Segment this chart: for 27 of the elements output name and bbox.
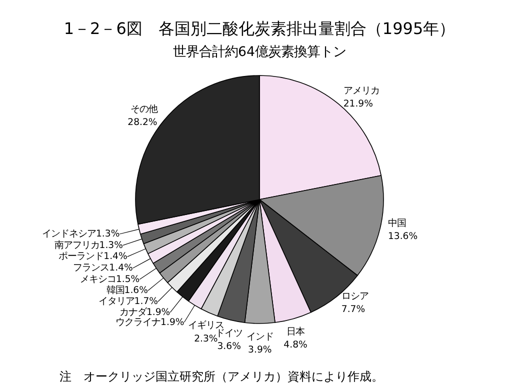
slice-label: メキシコ1.5% — [80, 274, 140, 285]
data-label: 2.3% — [194, 333, 218, 344]
slice-label: ウクライナ1.9% — [116, 316, 184, 328]
slice-label: 南アフリカ1.3% — [54, 240, 124, 251]
slice-label: フランス1.4% — [73, 262, 134, 274]
slice-label: インド — [246, 332, 274, 342]
slice-label: 中国 — [388, 218, 406, 229]
data-label: 3.9% — [248, 344, 272, 356]
slice-label: ポーランド1.4% — [58, 251, 128, 262]
data-label: 7.7% — [341, 304, 366, 316]
slice-label: 韓国1.6% — [106, 285, 148, 296]
slice-label: ロシア — [341, 290, 368, 302]
chart-title: 1－2－6図 各国別二酸化炭素排出量割合（1995年） — [64, 19, 456, 38]
slice-label: アメリカ — [343, 85, 380, 96]
slice-label: 日本 — [286, 326, 305, 338]
slice-label: その他 — [130, 104, 158, 115]
slice-label: イタリア1.7% — [98, 296, 158, 308]
text: 注 オークリッジ国立研究所（アメリカ）資料により作成。 — [60, 370, 384, 384]
data-label: 21.9% — [343, 98, 374, 110]
slice-label: カナダ1.9% — [119, 306, 170, 318]
data-label: 13.6% — [388, 231, 418, 242]
data-label: 4.8% — [284, 340, 308, 351]
slice-label: ドイツ — [216, 328, 243, 339]
data-label: 28.2% — [128, 117, 158, 128]
slice-label: インドネシア1.3% — [42, 228, 120, 240]
chart-subtitle: 世界合計約64億炭素換算トン — [173, 45, 346, 60]
data-label: 3.6% — [217, 341, 242, 352]
